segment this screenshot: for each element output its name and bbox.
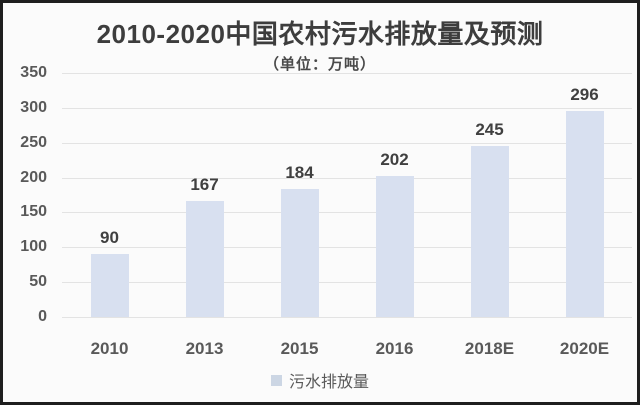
legend-label: 污水排放量 — [288, 374, 369, 391]
bar-2018E — [470, 146, 509, 317]
chart-title: 2010-2020中国农村污水排放量及预测 — [96, 19, 544, 49]
y-tick-label: 0 — [38, 308, 47, 325]
x-tick-label: 2016 — [375, 339, 414, 358]
y-tick-label: 50 — [29, 273, 47, 291]
bar-2016 — [375, 176, 414, 317]
y-tick-label: 150 — [20, 203, 47, 221]
gridline — [62, 177, 632, 179]
bar-2015 — [280, 188, 319, 317]
legend-swatch-icon — [270, 374, 282, 386]
x-tick-label: 2018E — [464, 339, 515, 358]
gridline — [62, 317, 632, 318]
chart-subtitle: （单位：万吨） — [263, 56, 376, 73]
bar-value-label: 202 — [380, 150, 409, 170]
bar-value-label: 184 — [285, 162, 314, 182]
y-tick-label: 300 — [20, 98, 47, 116]
x-tick-label: 2020E — [559, 339, 610, 358]
gridline — [62, 73, 632, 74]
gridline — [62, 282, 632, 284]
x-tick-label: 2010 — [90, 339, 129, 358]
bar-value-label: 245 — [475, 120, 504, 140]
legend: 污水排放量 — [3, 368, 637, 392]
bar-2013 — [185, 200, 224, 317]
x-tick-label: 2015 — [280, 339, 319, 358]
bar-2020E — [565, 110, 604, 317]
gridline — [62, 247, 632, 249]
gridline — [62, 107, 632, 109]
gridline — [62, 212, 632, 214]
gridline — [62, 142, 632, 144]
x-tick-label: 2013 — [185, 339, 224, 358]
y-tick-label: 100 — [20, 238, 47, 256]
bar-value-label: 167 — [190, 174, 219, 194]
y-tick-label: 250 — [20, 133, 47, 151]
bar-2010 — [90, 254, 129, 317]
bar-value-label: 90 — [100, 228, 119, 248]
y-tick-label: 200 — [20, 168, 47, 186]
plot-area: 90 167 184 202 245 296 — [62, 73, 632, 318]
bar-value-label: 296 — [570, 84, 599, 104]
y-tick-label: 350 — [20, 64, 47, 81]
